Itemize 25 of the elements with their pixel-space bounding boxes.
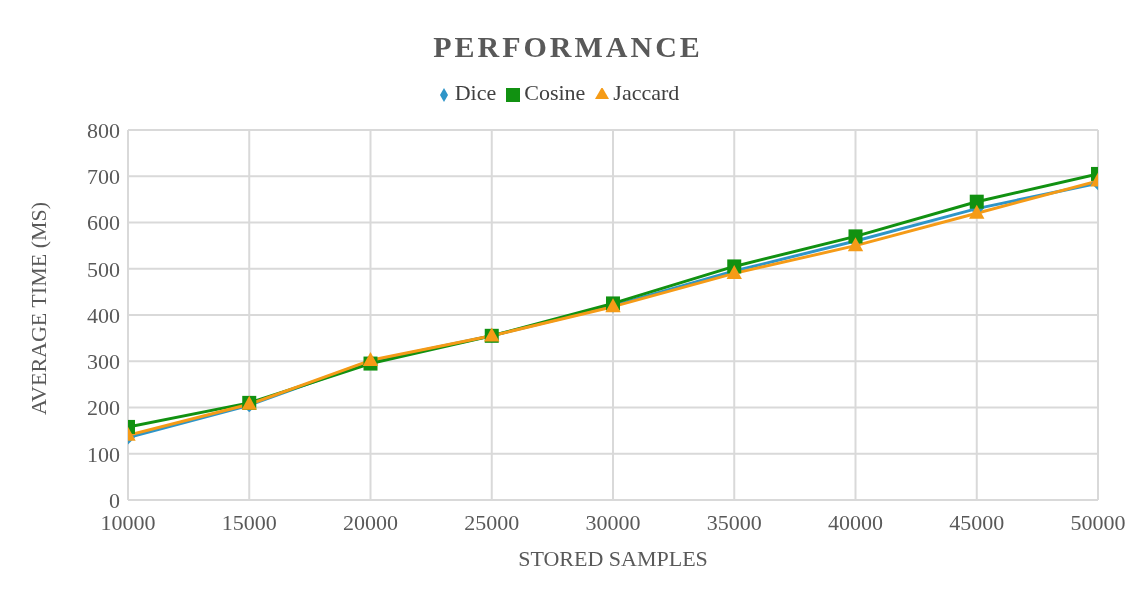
y-tick-label: 500 [87,256,120,282]
point [969,194,984,209]
x-axis-title: STORED SAMPLES [518,546,708,571]
legend-label: Jaccard [613,80,680,105]
legend-label: Dice [454,80,497,105]
x-tick-label: 25000 [464,509,520,535]
x-tick-label: 50000 [1070,509,1126,535]
x-tick-label: 45000 [949,509,1005,535]
x-tick-label: 40000 [828,509,883,535]
point [847,237,864,252]
x-tick-label: 20000 [343,509,398,535]
y-tick-label: 600 [87,210,120,236]
legend-label: Cosine [524,80,586,105]
x-tick-label: 15000 [221,509,277,535]
y-tick-label: 400 [87,302,120,328]
y-tick-label: 100 [87,441,120,467]
x-tick-label: 30000 [585,509,641,535]
point [848,229,863,244]
y-tick-label: 200 [87,395,120,421]
y-tick-label: 700 [87,164,120,190]
y-tick-label: 800 [87,117,120,143]
chart-title: PERFORMANCE [432,29,704,65]
y-axis-title: AVERAGE TIME (MS) [25,201,51,415]
y-tick-label: 300 [87,349,120,375]
x-tick-label: 35000 [706,509,762,535]
